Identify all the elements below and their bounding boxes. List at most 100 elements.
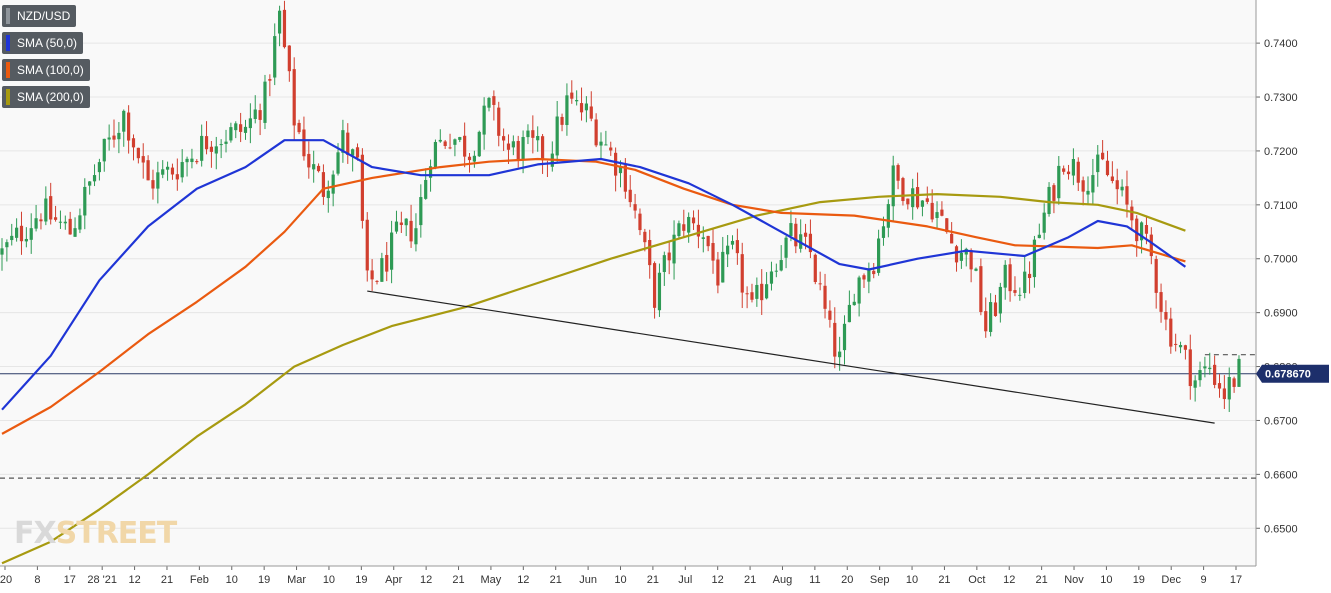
x-tick-label: Aug: [773, 574, 793, 586]
legend-nzdusd[interactable]: NZD/USD: [2, 5, 77, 27]
candle-body: [365, 219, 369, 271]
candle-body: [609, 147, 613, 151]
candle-body: [1018, 294, 1022, 296]
candle-body: [312, 164, 316, 170]
candle: [1232, 376, 1236, 393]
sma-50-line: [1, 139, 1187, 411]
candle-body: [131, 138, 136, 148]
candle-body: [492, 96, 496, 105]
candle-body: [248, 118, 252, 129]
legend-nzdusd-label: NZD/USD: [17, 9, 71, 23]
y-tick-label: 0.6900: [1264, 308, 1298, 320]
candle: [1164, 300, 1168, 331]
candle: [1076, 157, 1080, 191]
y-tick-label: 0.7300: [1264, 92, 1298, 104]
candle: [911, 178, 915, 220]
candle-body: [331, 174, 335, 194]
x-tick-label: 21: [744, 574, 756, 586]
candle-body: [19, 225, 24, 242]
candle-body: [716, 259, 720, 286]
horizontal-levels: [0, 354, 1256, 479]
candle-body: [467, 156, 472, 161]
candle: [307, 141, 311, 179]
candle-body: [945, 218, 949, 233]
candle: [506, 134, 511, 165]
candle-body: [1042, 212, 1046, 233]
candle-body: [901, 178, 905, 202]
candle-body: [53, 217, 58, 220]
candle: [39, 213, 43, 230]
x-tick-label: Feb: [190, 574, 209, 586]
candle: [112, 119, 116, 148]
candle: [24, 227, 28, 248]
candle-body: [302, 129, 306, 157]
candle-body: [141, 156, 145, 163]
candle: [443, 139, 447, 149]
candle: [1091, 158, 1095, 206]
candle: [1018, 287, 1022, 301]
candle-body: [268, 79, 272, 81]
candle: [248, 103, 252, 144]
candle: [959, 239, 963, 269]
candle: [764, 272, 769, 300]
candle-body: [477, 131, 481, 157]
legend-sma50[interactable]: SMA (50,0): [2, 32, 84, 54]
candle: [287, 45, 291, 82]
candle: [346, 123, 350, 164]
candle: [122, 109, 126, 147]
candle: [258, 103, 262, 136]
candle-body: [604, 144, 608, 146]
candle-body: [842, 323, 847, 351]
legend-sma100[interactable]: SMA (100,0): [2, 59, 90, 81]
candle-body: [92, 175, 97, 182]
candle-body: [10, 235, 14, 241]
candle: [0, 238, 4, 271]
current-price-tag-bg: [1256, 364, 1329, 383]
candle-body: [618, 167, 623, 174]
candle: [906, 198, 910, 210]
candle: [219, 139, 223, 159]
candle: [1066, 164, 1071, 180]
candle-body: [185, 158, 189, 163]
x-tick-label: 19: [1133, 574, 1145, 586]
candle: [735, 228, 739, 265]
candle: [1198, 361, 1202, 387]
candle-body: [730, 240, 735, 245]
x-tick-label: 21: [938, 574, 950, 586]
candle: [477, 130, 481, 157]
candle: [326, 180, 330, 213]
candle: [672, 220, 676, 280]
candle: [10, 223, 14, 246]
candle-body: [755, 284, 759, 299]
candle: [638, 208, 642, 236]
candle: [696, 209, 701, 249]
candle-body: [49, 196, 53, 220]
candle-body: [726, 245, 730, 255]
candle-body: [214, 146, 218, 154]
candle: [935, 201, 939, 229]
candle-body: [1193, 380, 1197, 388]
candle-body: [1120, 186, 1124, 191]
x-tick-label: 12: [517, 574, 529, 586]
candle-body: [1096, 154, 1100, 173]
candle-body: [1183, 345, 1188, 350]
candle: [68, 211, 72, 235]
candle-body: [974, 268, 978, 271]
candle: [302, 116, 306, 161]
legend-sma200[interactable]: SMA (200,0): [2, 86, 90, 108]
candle: [1208, 352, 1212, 375]
x-tick-label: 10: [906, 574, 918, 586]
candle: [170, 163, 175, 180]
candle: [151, 169, 155, 200]
candle-body: [83, 186, 87, 216]
candle: [351, 148, 355, 172]
candle: [282, 0, 287, 49]
candle: [940, 201, 944, 217]
candle-body: [394, 221, 399, 232]
candle: [555, 100, 559, 162]
candle-body: [424, 179, 428, 199]
legend-sma200-swatch: [6, 89, 10, 105]
candle-body: [414, 228, 418, 245]
